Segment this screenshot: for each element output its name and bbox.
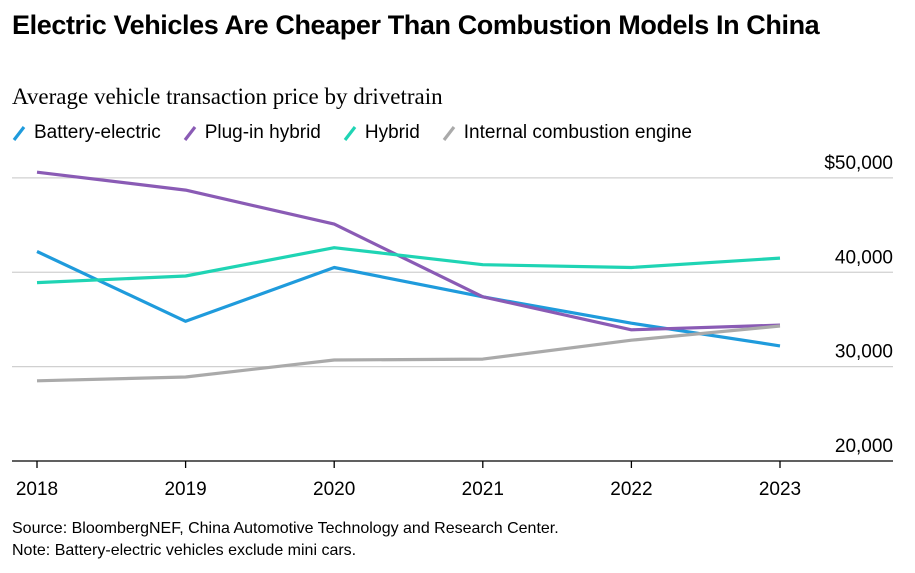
series-line: [36, 250, 781, 348]
series-line: [36, 324, 781, 383]
x-tick-label: 2019: [164, 479, 206, 500]
legend-label: Hybrid: [364, 122, 420, 143]
y-tick-label: 30,000: [835, 342, 893, 363]
legend-label: Battery-electric: [34, 122, 161, 143]
y-tick-label: 40,000: [835, 247, 893, 268]
legend-swatch: [343, 126, 357, 141]
x-tick-label: 2018: [16, 479, 58, 500]
legend-swatch-line: [12, 126, 26, 141]
series-line: [36, 170, 781, 332]
legend-swatch: [442, 126, 456, 141]
legend-swatch: [183, 126, 196, 141]
legend-swatch-line: [183, 126, 196, 141]
x-tick-label: 2023: [759, 479, 801, 500]
chart-subtitle: Average vehicle transaction price by dri…: [12, 84, 443, 109]
source: Source: BloombergNEF, China Automotive T…: [12, 520, 559, 537]
y-tick-label: $50,000: [824, 153, 893, 174]
legend-swatch: [12, 126, 26, 141]
series-line: [36, 246, 781, 285]
legend-item: Hybrid: [343, 122, 420, 144]
legend-label: Plug-in hybrid: [204, 122, 321, 143]
y-tick-label: 20,000: [835, 436, 893, 457]
x-tick-label: 2022: [610, 479, 652, 500]
legend-swatch-line: [343, 126, 357, 141]
legend: Battery-electric Plug-in hybrid Hybrid Inte…: [12, 122, 692, 144]
legend-item: Plug-in hybrid: [183, 122, 321, 144]
chart-title: Electric Vehicles Are Cheaper Than Combu…: [12, 10, 820, 40]
x-tick-label: 2020: [313, 479, 355, 500]
note: Note: Battery-electric vehicles exclude …: [12, 542, 357, 559]
legend-label: Internal combustion engine: [463, 122, 692, 143]
legend-item: Internal combustion engine: [442, 122, 692, 144]
legend-item: Battery-electric: [12, 122, 161, 144]
x-tick-label: 2021: [462, 479, 504, 500]
legend-swatch-line: [442, 126, 456, 141]
